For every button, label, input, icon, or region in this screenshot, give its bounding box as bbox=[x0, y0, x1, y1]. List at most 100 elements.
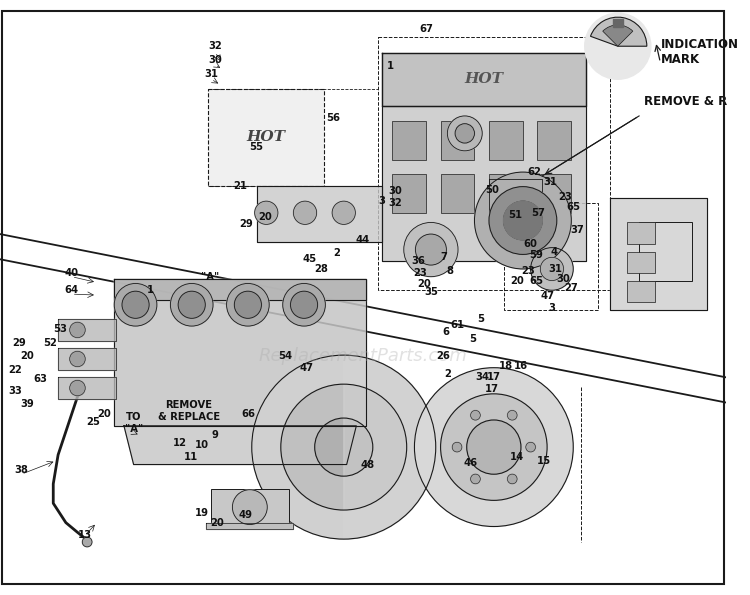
Polygon shape bbox=[489, 179, 542, 218]
Circle shape bbox=[70, 380, 86, 396]
Text: 4: 4 bbox=[550, 246, 557, 256]
Text: 64: 64 bbox=[64, 285, 79, 295]
Text: 26: 26 bbox=[436, 351, 451, 361]
Text: 65: 65 bbox=[530, 275, 544, 286]
Text: 29: 29 bbox=[239, 220, 253, 230]
Polygon shape bbox=[382, 107, 586, 261]
Circle shape bbox=[416, 234, 446, 265]
Circle shape bbox=[114, 283, 157, 326]
Text: 18: 18 bbox=[499, 361, 512, 371]
Text: 63: 63 bbox=[34, 374, 47, 384]
Text: 10: 10 bbox=[194, 440, 208, 450]
Circle shape bbox=[283, 283, 326, 326]
Text: 20: 20 bbox=[259, 212, 272, 222]
Circle shape bbox=[415, 368, 573, 527]
Text: 3: 3 bbox=[548, 303, 556, 312]
Text: 56: 56 bbox=[326, 113, 340, 123]
Text: 2: 2 bbox=[444, 368, 451, 378]
Text: 14: 14 bbox=[510, 452, 524, 462]
Text: 39: 39 bbox=[20, 399, 34, 409]
Circle shape bbox=[70, 322, 86, 338]
Text: 6: 6 bbox=[442, 327, 449, 337]
Text: 23: 23 bbox=[520, 266, 535, 276]
Circle shape bbox=[70, 351, 86, 367]
Polygon shape bbox=[58, 377, 116, 399]
Text: 37: 37 bbox=[570, 225, 584, 235]
Text: 47: 47 bbox=[300, 363, 314, 372]
Circle shape bbox=[452, 442, 462, 452]
Text: 8: 8 bbox=[447, 266, 454, 276]
Bar bbox=[211, 488, 289, 525]
Text: 31: 31 bbox=[204, 69, 218, 79]
Polygon shape bbox=[256, 186, 382, 242]
Circle shape bbox=[531, 248, 573, 290]
Text: 40: 40 bbox=[64, 268, 79, 278]
Text: 36: 36 bbox=[411, 256, 425, 266]
Text: 38: 38 bbox=[14, 465, 28, 475]
Circle shape bbox=[447, 116, 482, 151]
Text: 28: 28 bbox=[314, 264, 328, 274]
Text: 20: 20 bbox=[20, 351, 34, 361]
Circle shape bbox=[122, 291, 149, 318]
Bar bbox=[489, 174, 523, 213]
Text: 13: 13 bbox=[78, 530, 92, 540]
Circle shape bbox=[332, 201, 356, 224]
Text: 17: 17 bbox=[485, 384, 499, 394]
Text: 66: 66 bbox=[241, 409, 255, 419]
Circle shape bbox=[170, 283, 213, 326]
Text: 44: 44 bbox=[356, 235, 370, 245]
Circle shape bbox=[489, 187, 556, 255]
Circle shape bbox=[404, 223, 458, 277]
Wedge shape bbox=[590, 17, 646, 46]
Text: INDICATION
MARK: INDICATION MARK bbox=[661, 39, 739, 67]
Circle shape bbox=[466, 420, 521, 474]
Text: 9: 9 bbox=[211, 431, 218, 440]
Circle shape bbox=[315, 418, 373, 476]
Circle shape bbox=[540, 257, 563, 281]
Text: 31: 31 bbox=[548, 264, 562, 274]
Polygon shape bbox=[382, 53, 586, 107]
Bar bbox=[392, 121, 426, 159]
Text: 49: 49 bbox=[239, 510, 253, 520]
Text: 55: 55 bbox=[250, 142, 263, 152]
Text: 5: 5 bbox=[477, 314, 484, 324]
Text: 32: 32 bbox=[208, 41, 222, 51]
Text: 48: 48 bbox=[361, 459, 375, 469]
Polygon shape bbox=[610, 198, 706, 309]
Text: 60: 60 bbox=[524, 239, 538, 249]
Bar bbox=[628, 252, 655, 273]
Text: 32: 32 bbox=[388, 198, 402, 208]
Text: 35: 35 bbox=[424, 287, 438, 297]
Text: 65: 65 bbox=[566, 202, 580, 212]
Text: 45: 45 bbox=[303, 254, 317, 264]
Text: 47: 47 bbox=[540, 291, 554, 301]
Bar bbox=[440, 174, 475, 213]
Text: 19: 19 bbox=[194, 508, 208, 518]
Bar bbox=[628, 223, 655, 244]
Polygon shape bbox=[58, 348, 116, 369]
Circle shape bbox=[226, 283, 269, 326]
Polygon shape bbox=[124, 426, 356, 465]
Text: 20: 20 bbox=[510, 275, 524, 286]
Bar bbox=[378, 36, 610, 290]
Text: 51: 51 bbox=[508, 209, 522, 220]
Text: 30: 30 bbox=[556, 274, 571, 284]
Text: REMOVE
& REPLACE: REMOVE & REPLACE bbox=[158, 400, 220, 422]
Circle shape bbox=[585, 13, 651, 79]
Bar bbox=[613, 19, 622, 27]
Polygon shape bbox=[114, 278, 366, 300]
Circle shape bbox=[252, 355, 436, 539]
Circle shape bbox=[290, 291, 317, 318]
Text: 46: 46 bbox=[464, 458, 478, 468]
Text: "A": "A" bbox=[201, 272, 219, 281]
Bar bbox=[392, 174, 426, 213]
Circle shape bbox=[508, 411, 517, 420]
Circle shape bbox=[280, 384, 406, 510]
Text: TO
"A": TO "A" bbox=[124, 412, 142, 434]
Text: 1: 1 bbox=[387, 61, 394, 71]
Bar bbox=[503, 203, 598, 309]
Text: 61: 61 bbox=[450, 320, 464, 330]
Circle shape bbox=[255, 201, 278, 224]
Text: 30: 30 bbox=[388, 186, 402, 196]
Bar bbox=[538, 121, 572, 159]
